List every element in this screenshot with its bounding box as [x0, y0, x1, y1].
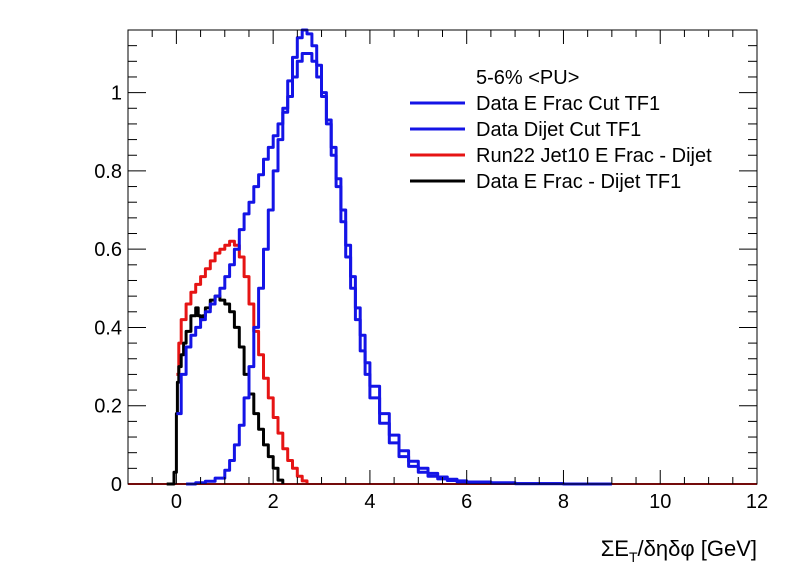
x-tick-label: 8: [558, 491, 569, 513]
legend-header: 5-6% <PU>: [476, 67, 579, 89]
y-tick-label: 1: [111, 83, 122, 105]
legend-entry: Data Dijet Cut TF1: [476, 119, 641, 141]
legend-entry: Run22 Jet10 E Frac - Dijet: [476, 145, 712, 167]
legend-entry: Data E Frac Cut TF1: [476, 93, 660, 115]
legend-entry: Data E Frac - Dijet TF1: [476, 171, 681, 193]
x-axis-title-main: ΣE: [601, 536, 629, 561]
y-tick-label: 0.4: [94, 317, 122, 339]
x-tick-label: 0: [171, 491, 182, 513]
x-tick-label: 6: [461, 491, 472, 513]
x-tick-label: 10: [649, 491, 671, 513]
series-line-2: [176, 239, 309, 484]
x-tick-label: 2: [268, 491, 279, 513]
x-axis-title: ΣET/δηδφ [GeV]: [601, 536, 757, 565]
legend: 5-6% <PU> Data E Frac Cut TF1 Data Dijet …: [410, 67, 712, 193]
y-tick-label: 0.6: [94, 239, 122, 261]
series-line-1: [176, 52, 612, 486]
axis-ticks: 0 2 4 6 8 10 12 0 0.2 0.4 0.6 0.8 1: [94, 29, 768, 513]
x-axis-title-rest: /δηδφ [GeV]: [638, 536, 757, 561]
y-tick-label: 0.8: [94, 161, 122, 183]
y-tick-label: 0.2: [94, 396, 122, 418]
series-line-0: [186, 28, 612, 486]
x-tick-label: 4: [364, 491, 375, 513]
x-tick-label: 12: [746, 491, 768, 513]
y-tick-label: 0: [111, 474, 122, 496]
x-axis-title-subscript: T: [629, 549, 638, 565]
